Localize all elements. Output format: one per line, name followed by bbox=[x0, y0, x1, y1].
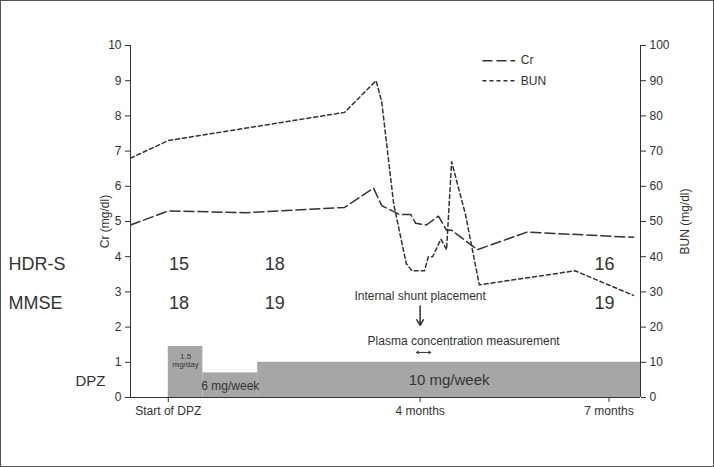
svg-text:8: 8 bbox=[115, 109, 122, 123]
svg-text:15: 15 bbox=[169, 253, 189, 273]
svg-text:7 months: 7 months bbox=[584, 404, 633, 418]
svg-text:70: 70 bbox=[650, 144, 664, 158]
svg-text:10 mg/week: 10 mg/week bbox=[409, 371, 490, 388]
svg-text:16: 16 bbox=[595, 253, 615, 273]
svg-text:1: 1 bbox=[115, 355, 122, 369]
svg-text:BUN (mg/dl): BUN (mg/dl) bbox=[678, 188, 692, 254]
svg-text:HDR-S: HDR-S bbox=[9, 253, 66, 273]
svg-text:2: 2 bbox=[115, 320, 122, 334]
svg-text:Internal shunt placement: Internal shunt placement bbox=[354, 289, 486, 303]
svg-text:90: 90 bbox=[650, 74, 664, 88]
svg-text:60: 60 bbox=[650, 179, 664, 193]
svg-text:100: 100 bbox=[650, 38, 670, 52]
svg-text:18: 18 bbox=[265, 253, 285, 273]
svg-text:MMSE: MMSE bbox=[9, 293, 63, 313]
svg-text:3: 3 bbox=[115, 285, 122, 299]
svg-text:0: 0 bbox=[650, 390, 657, 404]
svg-text:10: 10 bbox=[108, 38, 122, 52]
svg-text:6: 6 bbox=[115, 179, 122, 193]
svg-text:50: 50 bbox=[650, 214, 664, 228]
svg-text:9: 9 bbox=[115, 74, 122, 88]
svg-text:30: 30 bbox=[650, 285, 664, 299]
svg-text:BUN: BUN bbox=[521, 74, 546, 88]
svg-text:0: 0 bbox=[115, 390, 122, 404]
svg-text:19: 19 bbox=[265, 293, 285, 313]
svg-text:80: 80 bbox=[650, 109, 664, 123]
svg-text:40: 40 bbox=[650, 250, 664, 264]
svg-text:5: 5 bbox=[115, 214, 122, 228]
svg-text:Cr: Cr bbox=[521, 53, 534, 67]
svg-text:Plasma concentration measureme: Plasma concentration measurement bbox=[368, 334, 561, 348]
svg-text:20: 20 bbox=[650, 320, 664, 334]
svg-text:18: 18 bbox=[169, 293, 189, 313]
svg-text:4 months: 4 months bbox=[395, 404, 444, 418]
svg-text:1.5mg/day: 1.5mg/day bbox=[172, 352, 198, 369]
svg-text:10: 10 bbox=[650, 355, 664, 369]
svg-text:7: 7 bbox=[115, 144, 122, 158]
svg-text:6 mg/week: 6 mg/week bbox=[201, 379, 260, 393]
svg-text:19: 19 bbox=[595, 293, 615, 313]
svg-text:Start of DPZ: Start of DPZ bbox=[135, 404, 201, 418]
svg-text:DPZ: DPZ bbox=[76, 372, 106, 389]
svg-text:Cr (mg/dl): Cr (mg/dl) bbox=[98, 195, 112, 248]
svg-text:4: 4 bbox=[115, 250, 122, 264]
